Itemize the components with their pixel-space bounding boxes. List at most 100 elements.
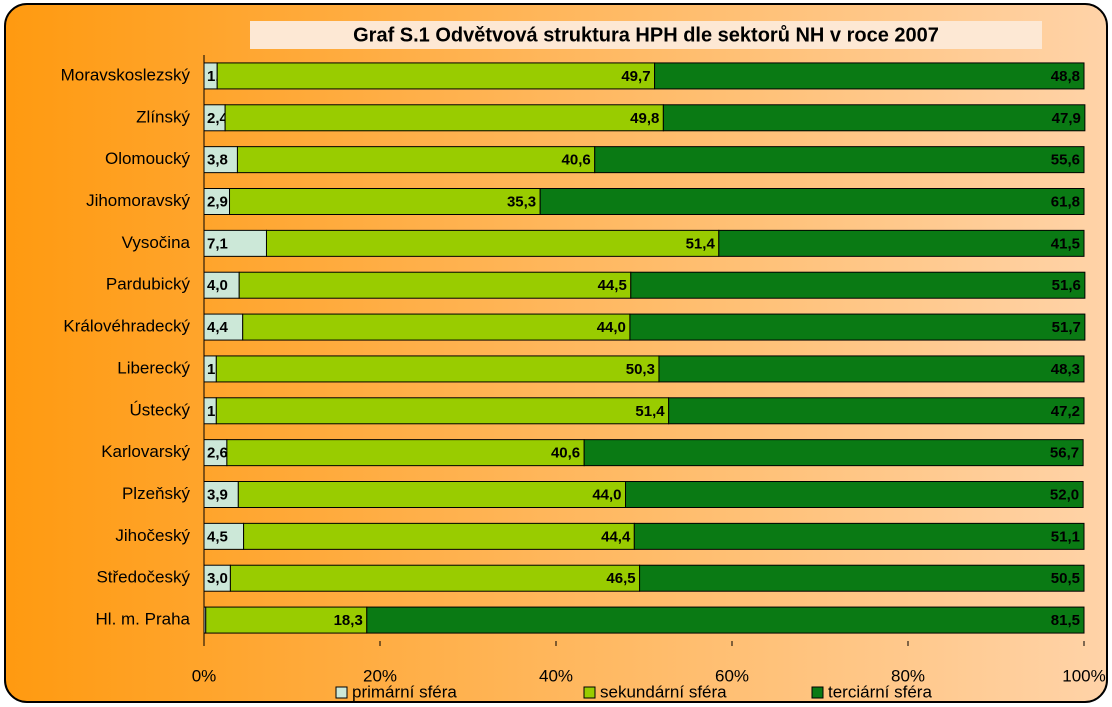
- bar-segment: [203, 146, 238, 174]
- data-label: 51,4: [635, 403, 665, 420]
- legend-label: primární sféra: [352, 682, 457, 701]
- bar-segment: [203, 188, 231, 215]
- data-label: 50,3: [626, 361, 655, 378]
- data-label: 35,3: [507, 193, 536, 210]
- bar-segment: [583, 439, 1084, 467]
- y-tick-label: Ústecký: [130, 400, 191, 419]
- bar-segment: [639, 564, 1085, 592]
- data-label: 2,4: [207, 110, 229, 127]
- x-tick-label: 80%: [891, 666, 925, 685]
- y-tick-label: Jihomoravský: [86, 191, 190, 210]
- data-label: 49,7: [621, 68, 650, 85]
- bar-segment: [205, 606, 368, 634]
- legend-swatch: [335, 686, 348, 699]
- data-label: 52,0: [1050, 486, 1079, 503]
- y-tick-label: Hl. m. Praha: [96, 610, 191, 629]
- bar-segment: [594, 146, 1085, 174]
- data-label: 4,0: [207, 277, 228, 294]
- data-label: 81,5: [1051, 612, 1080, 629]
- y-tick-label: Středočeský: [96, 568, 190, 587]
- bar-segment: [203, 313, 244, 341]
- bar-segment: [203, 564, 231, 592]
- y-tick-label: Vysočina: [122, 233, 191, 252]
- bar-segment: [203, 522, 245, 550]
- y-tick-label: Plzeňský: [122, 484, 191, 503]
- data-label: 47,9: [1052, 110, 1081, 127]
- bar-segment: [668, 397, 1085, 425]
- legend-swatch: [583, 686, 596, 699]
- bar-segment: [229, 564, 641, 592]
- data-label: 49,8: [630, 110, 659, 127]
- bar-segment: [226, 439, 585, 467]
- bar-segment: [625, 481, 1084, 508]
- data-label: 3,9: [207, 486, 228, 503]
- data-label: 46,5: [606, 570, 635, 587]
- bar-segment: [662, 104, 1086, 132]
- data-label: 48,3: [1051, 361, 1080, 378]
- bar-segment: [718, 229, 1085, 257]
- data-label: 7,1: [207, 235, 228, 252]
- data-label: 4,5: [207, 528, 228, 545]
- data-label: 2,9: [207, 193, 228, 210]
- legend-label: terciární sféra: [828, 682, 932, 701]
- bar-segment: [242, 313, 631, 341]
- data-label: 3,8: [207, 152, 228, 169]
- bar-segment: [630, 271, 1086, 299]
- data-label: 41,5: [1051, 235, 1080, 252]
- bar-segment: [265, 229, 720, 257]
- data-label: 44,4: [601, 528, 631, 545]
- legend-swatch: [811, 686, 824, 699]
- data-label: 47,2: [1051, 403, 1080, 420]
- data-label: 18,3: [334, 612, 363, 629]
- data-label: 51,4: [686, 235, 716, 252]
- bar-segment: [658, 355, 1085, 383]
- bar-segment: [203, 229, 267, 257]
- title-box: [250, 21, 1042, 49]
- y-tick-label: Liberecký: [117, 358, 190, 377]
- data-label: 44,0: [597, 319, 626, 336]
- bar-segment: [215, 397, 670, 425]
- data-label: 40,6: [551, 445, 580, 462]
- bar-segment: [633, 522, 1085, 550]
- bar-segment: [203, 271, 240, 299]
- y-tick-label: Zlínský: [136, 107, 190, 126]
- data-label: 4,4: [207, 319, 229, 336]
- x-tick-label: 100%: [1062, 666, 1105, 685]
- bar-segment: [654, 62, 1085, 90]
- bar-segment: [229, 188, 541, 215]
- x-tick-label: 40%: [539, 666, 573, 685]
- bar-segment: [243, 522, 635, 550]
- bar-segment: [238, 271, 632, 299]
- bar-segment: [237, 481, 627, 508]
- bar-segment: [366, 606, 1085, 634]
- data-label: 51,6: [1052, 277, 1081, 294]
- bar-segment: [215, 355, 660, 383]
- legend-label: sekundární sféra: [600, 682, 727, 701]
- data-label: 56,7: [1050, 445, 1079, 462]
- data-label: 55,6: [1051, 152, 1080, 169]
- data-label: 51,7: [1052, 319, 1081, 336]
- y-tick-label: Královéhradecký: [63, 317, 190, 336]
- data-label: 2,6: [207, 445, 228, 462]
- data-label: 40,6: [562, 152, 591, 169]
- chart-title: Graf S.1 Odvětvová struktura HPH dle sek…: [353, 24, 939, 46]
- x-tick-label: 60%: [715, 666, 749, 685]
- bar-segment: [216, 62, 656, 90]
- y-tick-label: Jihočeský: [115, 526, 190, 545]
- y-tick-label: Pardubický: [106, 275, 191, 294]
- data-label: 44,5: [598, 277, 627, 294]
- bar-segment: [629, 313, 1086, 341]
- data-label: 50,5: [1051, 570, 1080, 587]
- bar-segment: [539, 188, 1085, 215]
- bar-segment: [224, 104, 664, 132]
- data-label: 61,8: [1051, 193, 1080, 210]
- x-tick-label: 20%: [363, 666, 397, 685]
- data-label: 44,0: [592, 486, 621, 503]
- data-label: 51,1: [1051, 528, 1080, 545]
- y-tick-label: Olomoucký: [105, 149, 191, 168]
- y-tick-label: Moravskoslezský: [61, 65, 191, 84]
- bar-segment: [236, 146, 596, 174]
- x-tick-label: 0%: [192, 666, 217, 685]
- y-tick-label: Karlovarský: [101, 442, 190, 461]
- data-label: 3,0: [207, 570, 228, 587]
